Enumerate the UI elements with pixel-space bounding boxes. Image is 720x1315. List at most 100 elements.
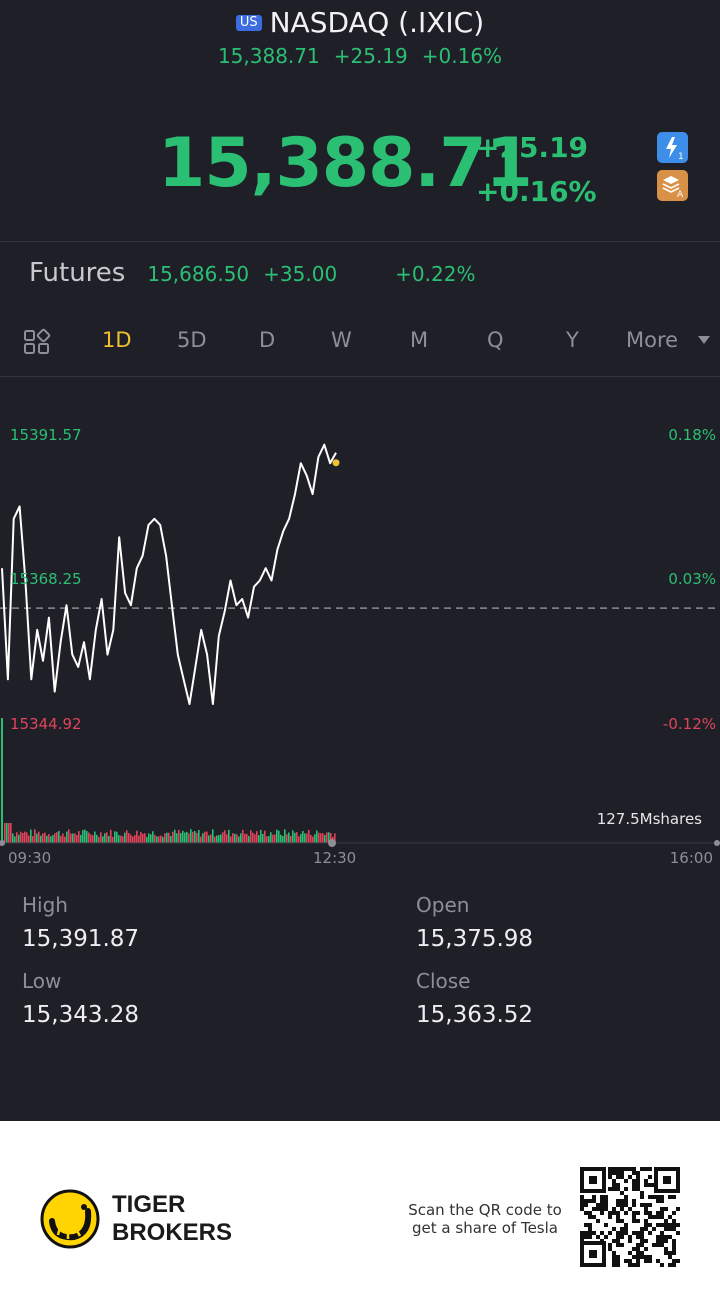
volume-bar <box>212 829 214 843</box>
volume-bar <box>272 834 274 843</box>
qr-module <box>580 1203 584 1207</box>
qr-module <box>612 1207 616 1211</box>
qr-module <box>600 1231 604 1235</box>
tab-1d[interactable]: 1D <box>102 328 132 352</box>
qr-module <box>604 1223 608 1227</box>
volume-bar <box>108 835 110 843</box>
volume-bar <box>54 833 56 843</box>
volume-bar <box>236 834 238 843</box>
tab-m[interactable]: M <box>410 328 429 352</box>
volume-bar <box>286 834 288 843</box>
header: US NASDAQ (.IXIC) 15,388.71 +25.19 +0.16… <box>0 0 720 80</box>
qr-module <box>616 1239 620 1243</box>
volume-bar <box>326 832 328 843</box>
volume-bar <box>66 831 68 843</box>
qr-module <box>648 1259 652 1263</box>
volume-bar <box>312 836 314 843</box>
volume-bar <box>290 836 292 843</box>
high-value: 15,391.87 <box>22 926 140 952</box>
volume-bar <box>150 834 152 843</box>
qr-module <box>600 1211 604 1215</box>
qr-module <box>644 1183 648 1187</box>
qr-module <box>648 1215 652 1219</box>
volume-bar <box>228 829 230 843</box>
volume-bar <box>86 831 88 843</box>
volume-bar <box>256 831 258 843</box>
volume-bar <box>88 832 90 843</box>
qr-module <box>672 1211 676 1215</box>
qr-module <box>672 1227 676 1231</box>
volume-bar <box>98 836 100 843</box>
volume-bar <box>324 835 326 843</box>
qr-module <box>620 1227 624 1231</box>
qr-module <box>636 1247 640 1251</box>
qr-module <box>624 1203 628 1207</box>
qr-module <box>672 1263 676 1267</box>
qr-module <box>592 1231 596 1235</box>
tab-y[interactable]: Y <box>566 328 579 352</box>
qr-module <box>644 1255 648 1259</box>
qr-module <box>660 1195 664 1199</box>
open-value: 15,375.98 <box>416 926 534 952</box>
tab-w[interactable]: W <box>331 328 352 352</box>
tab-d[interactable]: D <box>259 328 276 352</box>
qr-module <box>644 1179 648 1183</box>
volume-bar <box>216 835 218 843</box>
qr-module <box>596 1203 600 1207</box>
volume-bar <box>268 835 270 843</box>
qr-module <box>600 1203 604 1207</box>
brand-line-2: BROKERS <box>112 1219 233 1246</box>
qr-module <box>616 1175 620 1179</box>
qr-module <box>652 1195 656 1199</box>
qr-module <box>636 1187 640 1191</box>
volume-bar <box>238 836 240 843</box>
low-label: Low <box>22 969 62 993</box>
qr-module <box>656 1239 660 1243</box>
futures-row[interactable]: Futures 15,686.50 +35.00 +0.22% <box>29 258 475 288</box>
volume-bar <box>38 831 40 843</box>
volume-bar <box>44 832 46 843</box>
qr-module <box>632 1247 636 1251</box>
futures-label: Futures <box>29 258 126 288</box>
volume-bar <box>48 834 50 843</box>
qr-module <box>584 1235 588 1239</box>
qr-module <box>616 1255 620 1259</box>
qr-module <box>612 1211 616 1215</box>
layers-icon[interactable]: A <box>657 170 688 201</box>
flash-icon[interactable]: 1 <box>657 132 688 163</box>
qr-module <box>664 1227 668 1231</box>
qr-module <box>588 1231 592 1235</box>
y-label-low: 15344.92 <box>10 715 82 733</box>
intraday-chart[interactable]: 15391.57 15368.25 15344.92 0.18% 0.03% -… <box>0 378 720 870</box>
volume-bar <box>164 833 166 843</box>
volume-bar <box>252 832 254 843</box>
qr-module <box>616 1183 620 1187</box>
qr-code-icon[interactable] <box>580 1167 680 1267</box>
qr-module <box>620 1231 624 1235</box>
qr-module <box>612 1171 616 1175</box>
svg-text:A: A <box>677 190 684 200</box>
tab-5d[interactable]: 5D <box>177 328 207 352</box>
qr-module <box>592 1207 596 1211</box>
time-label-now: 12:30 <box>313 849 357 867</box>
qr-module <box>644 1223 648 1227</box>
tab-q[interactable]: Q <box>487 328 504 352</box>
qr-module <box>648 1175 652 1179</box>
volume-bar <box>70 833 72 843</box>
qr-module <box>672 1259 676 1263</box>
qr-module <box>624 1195 628 1199</box>
chevron-down-icon[interactable] <box>698 336 710 344</box>
volume-bar <box>22 833 24 843</box>
qr-module <box>620 1171 624 1175</box>
volume-bar <box>118 835 120 843</box>
qr-module <box>612 1179 616 1183</box>
qr-module <box>660 1207 664 1211</box>
qr-module <box>636 1263 640 1267</box>
tab-more[interactable]: More <box>626 328 679 352</box>
qr-module <box>652 1215 656 1219</box>
layout-grid-icon[interactable] <box>22 326 52 356</box>
volume-bar <box>318 832 320 843</box>
time-label-close: 16:00 <box>669 849 713 867</box>
volume-bar <box>6 823 8 843</box>
qr-module <box>648 1211 652 1215</box>
